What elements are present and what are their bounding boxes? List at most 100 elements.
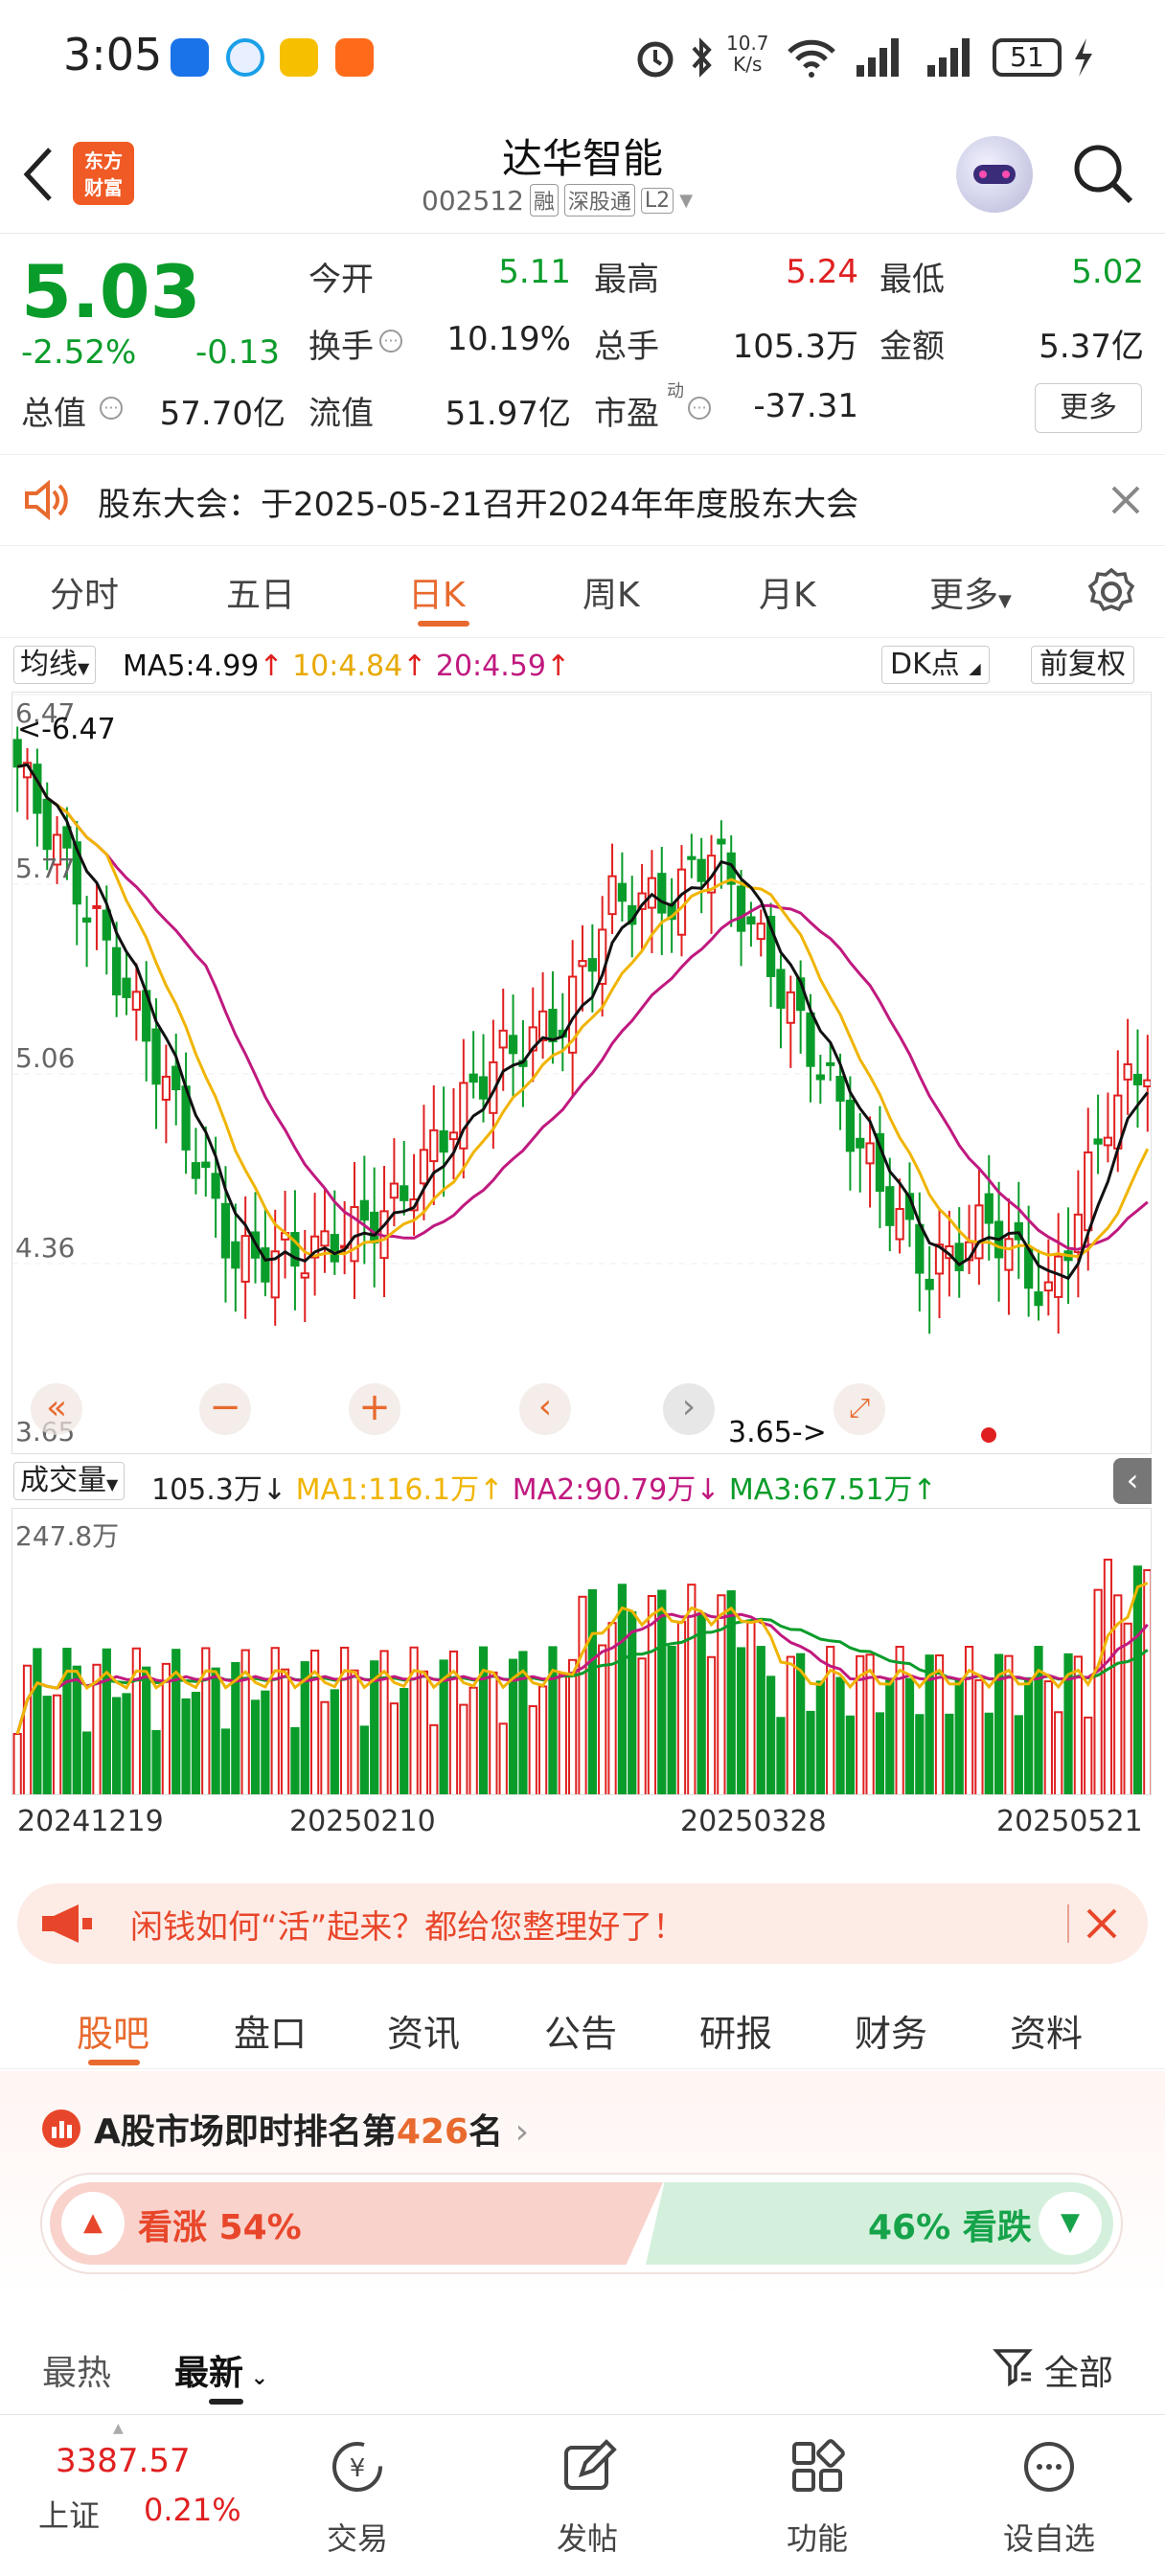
candle [815,1074,825,1081]
volume-bar [875,1712,885,1794]
more-button[interactable]: 更多 [1035,383,1142,433]
ma-selector[interactable]: 均线▼ [13,646,97,684]
volume-bar [617,1584,628,1794]
bull-bar[interactable] [50,2182,663,2265]
tab-five-day[interactable]: 五日 [226,576,296,615]
volume-bars [12,1559,1151,1794]
candle [1103,1136,1113,1147]
volume-bar [568,1658,578,1794]
stock-header: 东方 财富 达华智能 002512 融 深股通 L2 ▼ [0,115,1165,234]
gear-icon[interactable] [1086,567,1136,617]
candle [439,1129,448,1153]
ma5-line [16,763,1149,1281]
filter-all[interactable]: 全部 [1044,2354,1114,2393]
volume-bar [508,1658,518,1794]
rank-text[interactable]: A股市场即时排名第426名 › [94,2112,529,2152]
alarm-icon [637,41,674,78]
candle [359,1199,369,1221]
adjust-selector[interactable]: 前复权 [1031,646,1134,684]
open-label: 今开 [308,261,374,299]
tab-research[interactable]: 研报 [699,2013,773,2055]
pe-dynamic-sup: 动 [667,381,684,401]
volume-bar [845,1715,856,1794]
more-info-icon[interactable]: ··· [100,397,123,420]
volume-bar [548,1646,558,1794]
more-info-icon[interactable]: ··· [688,397,711,420]
sort-new[interactable]: 最新 ⌄ [174,2354,269,2393]
tab-daily-k[interactable]: 日K [408,576,466,615]
volume-selector[interactable]: 成交量▼ [13,1462,126,1500]
volume-bar [211,1667,220,1794]
turnover-value: 10.19% [446,320,571,358]
promo-banner[interactable]: 闲钱如何“活”起来？都给您整理好了！ [17,1883,1148,1964]
rewind-icon[interactable]: « [31,1383,82,1435]
candle [826,1061,835,1066]
scroll-right-icon[interactable]: › [663,1383,715,1435]
sort-hot[interactable]: 最热 [42,2354,112,2393]
tab-news[interactable]: 资讯 [387,2013,461,2055]
ma-values: MA5:4.99↑ 10:4.84↑ 20:4.59↑ [123,650,570,683]
tab-more[interactable]: 更多▼ [929,576,1012,615]
nav-add-watchlist[interactable]: 设自选 [977,2415,1121,2576]
volume-bar [261,1690,270,1794]
notice-bar[interactable]: 股东大会：于2025-05-21召开2024年年度股东大会 [0,454,1165,546]
app-notification-icon [171,38,209,77]
kline-canvas[interactable] [11,692,1152,1454]
kline-chart[interactable]: 6.47 <-6.47 5.77 5.06 4.36 3.65 3.65-> «… [11,692,1152,1454]
charging-icon [1075,38,1092,77]
close-icon[interactable] [1085,1906,1119,1941]
volume-bar [706,1655,717,1794]
volume-bar [885,1679,895,1794]
grid-icon [792,2439,845,2492]
tab-finance[interactable]: 财务 [855,2013,928,2055]
float-value: 51.97亿 [445,395,571,433]
candle [498,1029,508,1049]
index-widget[interactable]: ▲ 3387.57 上证 0.21% [0,2415,278,2576]
volume-bar [62,1648,72,1794]
volume-chart[interactable]: 247.8万 [11,1508,1152,1795]
robot-assistant-icon[interactable] [956,136,1033,213]
nav-trade[interactable]: ¥ 交易 [286,2415,429,2576]
volume-canvas[interactable] [11,1508,1152,1795]
chevron-down-icon[interactable]: ▼ [679,190,694,211]
zoom-in-icon[interactable]: + [349,1383,400,1435]
chevron-left-icon[interactable] [19,144,57,205]
candle [211,1173,220,1199]
tab-monthly-k[interactable]: 月K [759,576,816,615]
tab-pankou[interactable]: 盘口 [234,2013,308,2055]
volume-bar [657,1589,667,1794]
bear-bar[interactable] [646,2182,1113,2265]
nav-functions[interactable]: 功能 [745,2415,889,2576]
volume-bar [448,1650,459,1794]
zoom-out-icon[interactable]: − [199,1383,251,1435]
ma5-value: MA5:4.99 [123,650,260,683]
close-icon[interactable] [1109,484,1142,516]
tab-announcements[interactable]: 公告 [544,2013,618,2055]
tab-guba[interactable]: 股吧 [77,2013,150,2055]
volume-bar [340,1646,350,1794]
volume-bar [320,1700,330,1794]
tab-weekly-k[interactable]: 周K [582,576,640,615]
filter-icon[interactable] [993,2345,1035,2387]
candle [191,1162,201,1179]
volume-bar [12,1733,22,1794]
volume-bar [33,1648,42,1794]
nav-post[interactable]: 发帖 [515,2415,659,2576]
search-icon[interactable] [1071,142,1136,207]
arrow-down-icon[interactable]: ▼ [1039,2192,1102,2255]
tab-intraday[interactable]: 分时 [50,576,120,615]
tab-profile[interactable]: 资料 [1010,2013,1084,2055]
arrow-up-icon[interactable]: ▲ [61,2192,125,2255]
candle [171,1065,181,1091]
candle [776,969,786,1009]
more-info-icon[interactable]: ··· [379,330,402,353]
volume-bar [409,1646,419,1794]
tab-indicator [88,2060,140,2065]
volume-bar [736,1647,746,1794]
scroll-left-icon[interactable]: ‹ [519,1383,571,1435]
dk-point-selector[interactable]: DK点 ◢ [881,646,990,684]
expand-icon[interactable]: ⤢ [834,1383,885,1435]
index-change: 0.21% [144,2492,241,2528]
candle [697,858,706,882]
collapse-panel-icon[interactable]: ‹ [1113,1458,1152,1504]
